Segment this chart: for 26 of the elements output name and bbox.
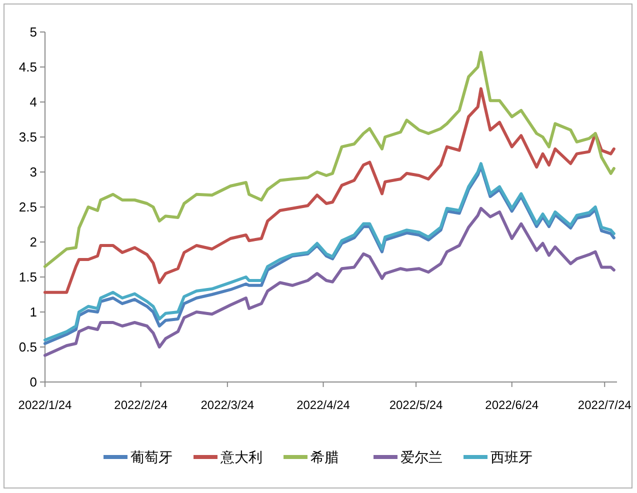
legend-label: 西班牙 [490, 448, 532, 465]
legend-label: 爱尔兰 [400, 448, 442, 465]
x-tick-label: 2022/2/24 [114, 398, 168, 412]
x-tick-label: 2022/5/24 [389, 398, 444, 412]
y-tick-label: 0.5 [18, 340, 37, 355]
y-tick-label: 0 [30, 374, 37, 390]
line-series [44, 87, 616, 294]
y-tick-label: 5 [30, 24, 37, 40]
y-tick-label: 1 [30, 304, 37, 320]
x-tick-label: 2022/1/24 [18, 398, 72, 412]
y-tick-label: 2 [30, 234, 37, 250]
y-tick-label: 1.5 [18, 270, 37, 285]
legend-label: 葡萄牙 [130, 448, 172, 465]
line-series [44, 206, 616, 357]
y-tick-label: 4.5 [18, 60, 37, 75]
x-tick-label: 2022/6/24 [485, 398, 539, 412]
y-tick-label: 3 [30, 164, 37, 180]
legend-label: 希腊 [310, 448, 338, 465]
line-series [44, 50, 616, 268]
y-tick-label: 4 [30, 94, 37, 110]
x-tick-label: 2022/7/24 [578, 398, 632, 412]
y-tick-label: 3.5 [18, 130, 37, 145]
x-tick-label: 2022/3/24 [200, 398, 254, 412]
y-tick-label: 2.5 [18, 200, 37, 215]
legend-label: 意大利 [220, 448, 262, 465]
x-tick-label: 2022/4/24 [296, 398, 350, 412]
